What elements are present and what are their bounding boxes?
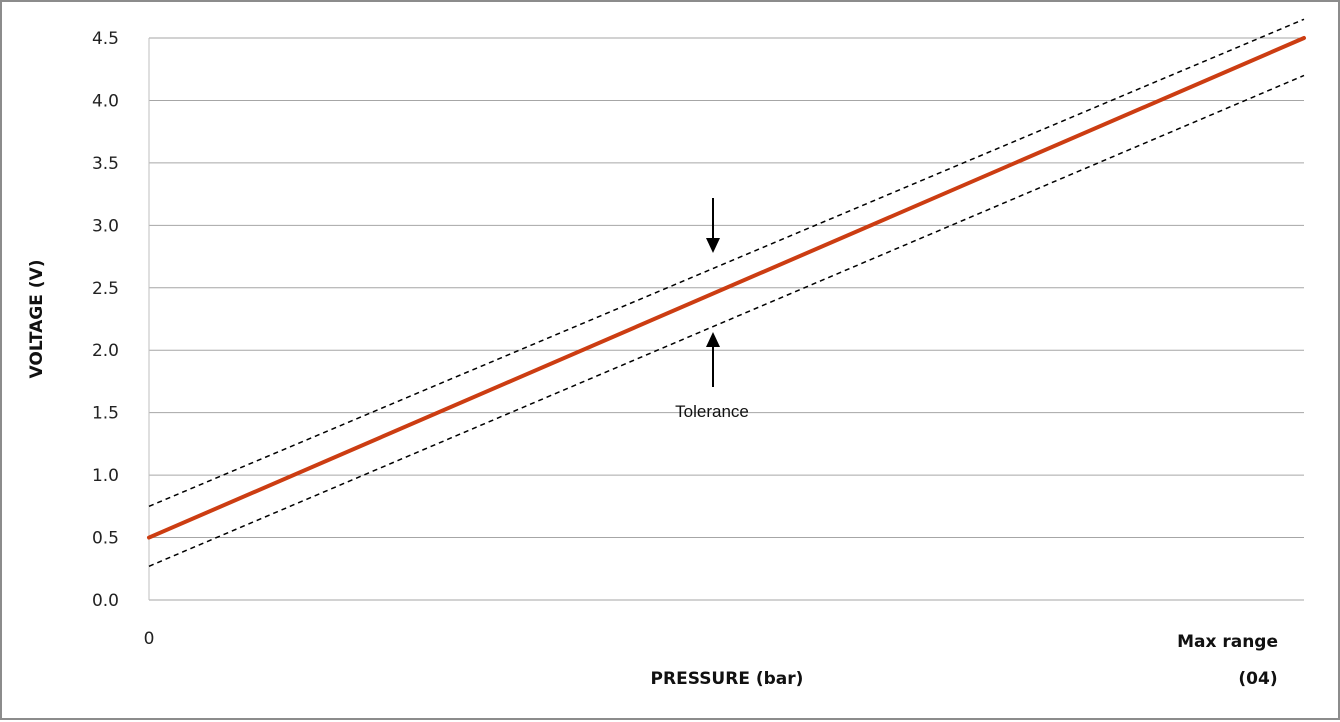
y-tick-labels: 0.0 0.5 1.0 1.5 2.0 2.5 3.0 3.5 4.0 4.5	[92, 29, 119, 611]
grid-layer	[149, 37, 1304, 601]
x-tick-label-max-range: Max range	[1177, 632, 1278, 652]
y-tick-label: 0.0	[92, 591, 119, 611]
tolerance-arrow-down	[706, 198, 720, 253]
y-tick-label: 1.0	[92, 466, 119, 486]
x-axis-title: PRESSURE (bar)	[651, 669, 804, 689]
y-axis-title: VOLTAGE (V)	[27, 260, 47, 379]
tolerance-band-line-1	[148, 18, 1305, 508]
y-tick-label: 4.0	[92, 91, 119, 111]
y-tick-label: 0.5	[92, 529, 119, 549]
x-max-range-note: (04)	[1238, 669, 1277, 689]
tolerance-band-line-2	[148, 74, 1305, 567]
output-voltage-line	[147, 36, 1306, 540]
y-tick-label: 3.0	[92, 216, 119, 236]
series-layer	[147, 18, 1306, 567]
tolerance-label: Tolerance	[675, 402, 749, 421]
y-tick-label: 2.0	[92, 341, 119, 361]
y-tick-label: 3.5	[92, 154, 119, 174]
y-tick-label: 4.5	[92, 29, 119, 49]
y-tick-label: 1.5	[92, 404, 119, 424]
tolerance-arrow-up	[706, 332, 720, 387]
x-tick-label-start: 0	[144, 629, 155, 649]
y-tick-label: 2.5	[92, 279, 119, 299]
